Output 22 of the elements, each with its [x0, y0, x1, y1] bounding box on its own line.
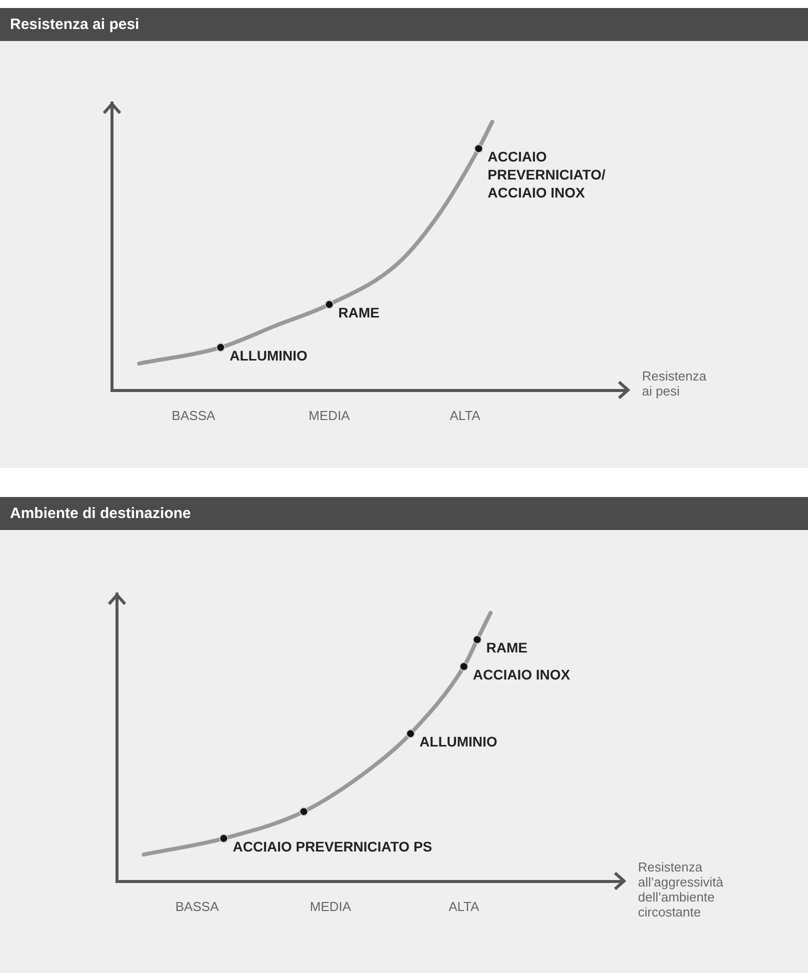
annotation: RAME [486, 640, 528, 656]
annotation: ALLUMINIO [230, 347, 308, 364]
chart-title: Ambiente di destinazione [0, 497, 808, 530]
x-axis-title: Resistenza all’aggressività dell’ambiente circostante [638, 859, 724, 920]
annotation: ALLUMINIO [420, 734, 498, 750]
point [299, 807, 308, 816]
chart-title: Resistenza ai pesi [0, 8, 808, 41]
x-axis-title: Resistenza ai pesi [642, 368, 708, 398]
point [219, 834, 228, 843]
x-tick-label: BASSA [172, 408, 216, 423]
point [472, 635, 482, 644]
x-tick-label: ALTA [448, 898, 480, 914]
annotation: ACCIAIO INOX [472, 666, 571, 682]
annotation: ACCIAIO PREVERNICIATO/ ACCIAIO INOX [488, 148, 606, 201]
x-tick-label: ALTA [450, 408, 481, 423]
annotation: ACCIAIO PREVERNICIATO PS [232, 838, 432, 854]
x-tick-label: BASSA [175, 898, 220, 914]
x-tick-label: MEDIA [310, 898, 352, 914]
annotation: RAME [338, 304, 380, 320]
point [459, 662, 468, 672]
x-tick-label: MEDIA [308, 408, 350, 423]
point [406, 729, 416, 738]
